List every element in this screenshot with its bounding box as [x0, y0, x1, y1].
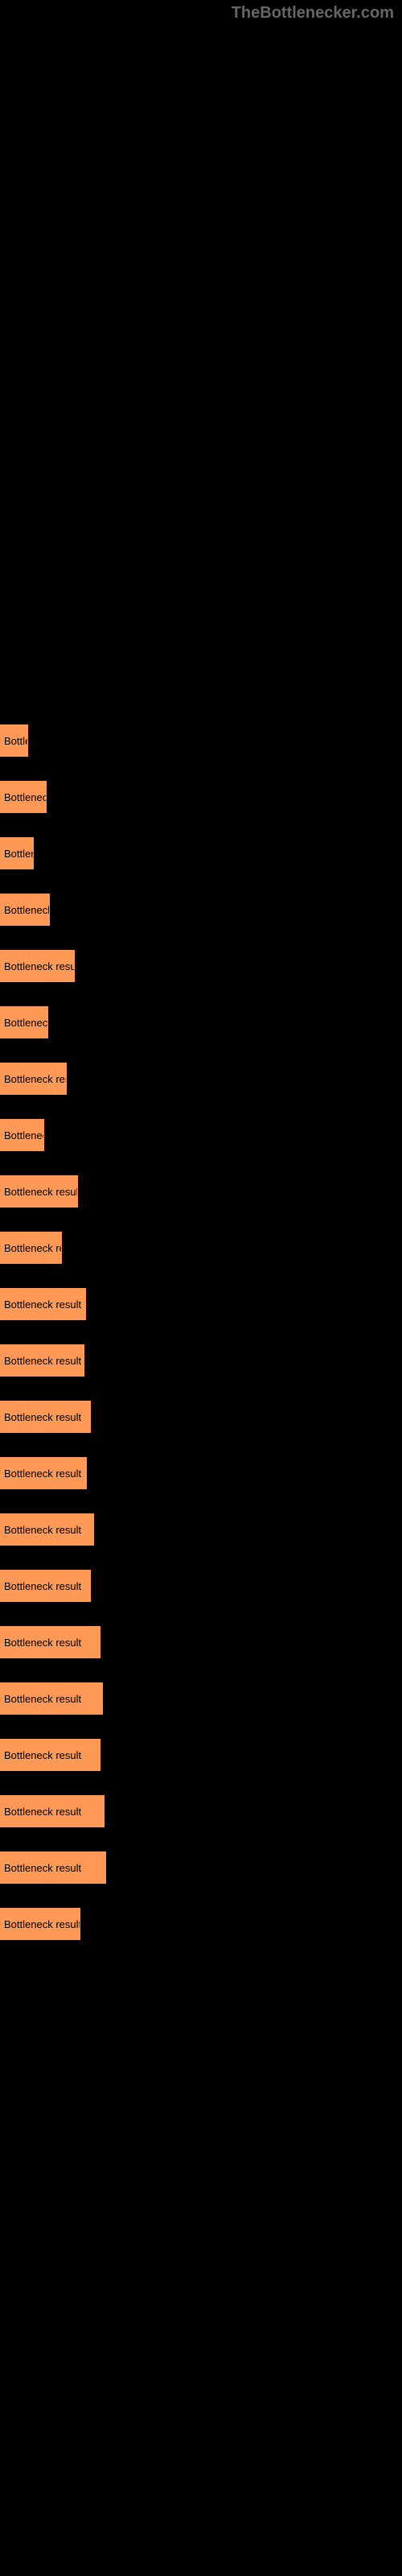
bar-row: Bottleneck result [0, 1119, 402, 1151]
bar-row: Bottleneck result [0, 1570, 402, 1602]
chart-bar: Bottleneck result [0, 1119, 44, 1151]
bar-row: Bottleneck result [0, 1852, 402, 1884]
bar-row: Bottleneck result [0, 1063, 402, 1095]
bar-label: Bottleneck result [4, 1749, 81, 1761]
bar-label: Bottleneck result [4, 1806, 81, 1818]
bar-label: Bottleneck result [4, 1580, 81, 1592]
bar-row: Bottleneck result [0, 1626, 402, 1658]
bar-row: Bottleneck result [0, 1006, 402, 1038]
bar-label: Bottleneck result [4, 1411, 81, 1423]
chart-bar: Bottleneck result [0, 1795, 105, 1827]
bar-label: Bottleneck result [4, 1242, 62, 1254]
bar-row: Bottleneck result [0, 950, 402, 982]
bar-label: Bottleneck result [4, 960, 75, 972]
chart-bar: Bottleneck result [0, 950, 75, 982]
bar-row: Bottleneck result [0, 724, 402, 757]
bar-row: Bottleneck result [0, 1175, 402, 1208]
bar-label: Bottleneck result [4, 1017, 48, 1029]
chart-bar: Bottleneck result [0, 1175, 78, 1208]
bar-label: Bottleneck result [4, 1918, 80, 1930]
bar-row: Bottleneck result [0, 894, 402, 926]
bar-row: Bottleneck result [0, 1401, 402, 1433]
bar-row: Bottleneck result [0, 1344, 402, 1377]
bar-label: Bottleneck result [4, 1693, 81, 1705]
chart-bar: Bottleneck result [0, 724, 28, 757]
chart-bar: Bottleneck result [0, 1739, 100, 1771]
chart-bar: Bottleneck result [0, 1513, 94, 1546]
chart-bar: Bottleneck result [0, 1232, 62, 1264]
chart-bar: Bottleneck result [0, 1006, 48, 1038]
bar-row: Bottleneck result [0, 781, 402, 813]
bar-row: Bottleneck result [0, 1232, 402, 1264]
bar-label: Bottleneck result [4, 1355, 81, 1367]
chart-bar: Bottleneck result [0, 1401, 91, 1433]
bar-row: Bottleneck result [0, 1682, 402, 1715]
bar-label: Bottleneck result [4, 848, 34, 860]
chart-bar: Bottleneck result [0, 1457, 87, 1489]
bar-row: Bottleneck result [0, 1288, 402, 1320]
bar-label: Bottleneck result [4, 1637, 81, 1649]
bar-label: Bottleneck result [4, 1862, 81, 1874]
bar-row: Bottleneck result [0, 1513, 402, 1546]
chart-bar: Bottleneck result [0, 1570, 91, 1602]
bar-label: Bottleneck result [4, 1524, 81, 1536]
chart-bar: Bottleneck result [0, 1626, 100, 1658]
bar-label: Bottleneck result [4, 791, 47, 803]
chart-bar: Bottleneck result [0, 1344, 84, 1377]
chart-bar: Bottleneck result [0, 894, 50, 926]
bar-row: Bottleneck result [0, 1739, 402, 1771]
chart-bar: Bottleneck result [0, 1852, 106, 1884]
bar-label: Bottleneck result [4, 735, 28, 747]
bar-label: Bottleneck result [4, 1129, 44, 1141]
bar-label: Bottleneck result [4, 1298, 81, 1311]
chart-bar: Bottleneck result [0, 1908, 80, 1940]
bar-row: Bottleneck result [0, 1795, 402, 1827]
bar-chart: Bottleneck result Bottleneck result Bottle… [0, 0, 402, 1940]
bar-row: Bottleneck result [0, 1908, 402, 1940]
chart-bar: Bottleneck result [0, 1288, 86, 1320]
chart-bar: Bottleneck result [0, 1063, 67, 1095]
bar-label: Bottleneck result [4, 1468, 81, 1480]
bar-row: Bottleneck result [0, 837, 402, 869]
bar-row: Bottleneck result [0, 1457, 402, 1489]
bar-label: Bottleneck result [4, 1186, 78, 1198]
chart-bar: Bottleneck result [0, 837, 34, 869]
bar-label: Bottleneck result [4, 1073, 67, 1085]
chart-bar: Bottleneck result [0, 781, 47, 813]
bar-label: Bottleneck result [4, 904, 50, 916]
chart-bar: Bottleneck result [0, 1682, 103, 1715]
